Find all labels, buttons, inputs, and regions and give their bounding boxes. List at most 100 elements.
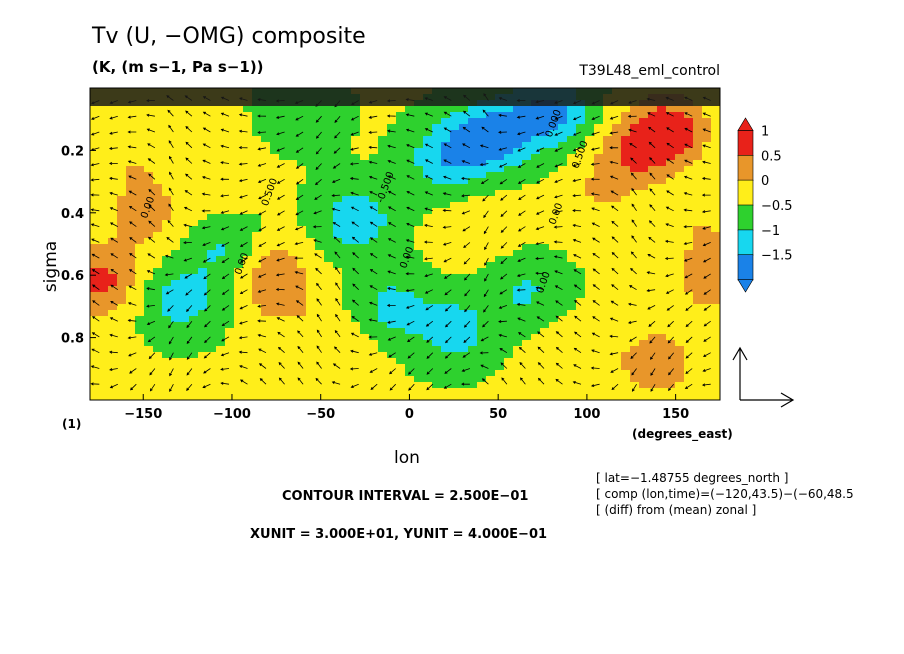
heatmap-cell [324, 172, 334, 179]
heatmap-cell [414, 118, 424, 125]
heatmap-cell [99, 376, 109, 383]
heatmap-cell [675, 304, 685, 311]
wind-vector [443, 383, 452, 389]
heatmap-cell [630, 202, 640, 209]
heatmap-cell [468, 232, 478, 239]
heatmap-cell [162, 322, 172, 329]
heatmap-cell [369, 370, 379, 377]
heatmap-cell [423, 304, 433, 311]
heatmap-cell [360, 370, 370, 377]
heatmap-cell [414, 172, 424, 179]
heatmap-cell [621, 358, 631, 365]
heatmap-cell [108, 118, 118, 125]
heatmap-cell [297, 274, 307, 281]
heatmap-cell [90, 310, 100, 317]
heatmap-cell [468, 238, 478, 245]
heatmap-cell [495, 340, 505, 347]
heatmap-cell [153, 346, 163, 353]
heatmap-cell [486, 310, 496, 317]
heatmap-cell [585, 172, 595, 179]
heatmap-cell [369, 214, 379, 221]
wind-vector [482, 109, 489, 117]
wind-vector [221, 305, 230, 311]
heatmap-cell [342, 196, 352, 203]
wind-vector [609, 160, 619, 164]
heatmap-cell [504, 268, 514, 275]
heatmap-cell [594, 346, 604, 353]
heatmap-cell [162, 190, 172, 197]
heatmap-cell [306, 178, 316, 185]
heatmap-cell [90, 208, 100, 215]
wind-vector [554, 147, 563, 152]
heatmap-cell [477, 118, 487, 125]
heatmap-cell [513, 316, 523, 323]
heatmap-cell [486, 130, 496, 137]
heatmap-cell [468, 124, 478, 131]
heatmap-cell [387, 136, 397, 143]
heatmap-cell [405, 322, 415, 329]
wind-vector [109, 207, 118, 212]
heatmap-cell [405, 358, 415, 365]
wind-vector [368, 335, 378, 339]
heatmap-cell [342, 190, 352, 197]
heatmap-cell [630, 136, 640, 143]
heatmap-cell [189, 226, 199, 233]
heatmap-cell [369, 208, 379, 215]
heatmap-cell [486, 196, 496, 203]
heatmap-cell [387, 196, 397, 203]
heatmap-cell [558, 112, 568, 119]
heatmap-cell [351, 352, 361, 359]
heatmap-cell [153, 322, 163, 329]
heatmap-cell [423, 154, 433, 161]
heatmap-cell [450, 244, 460, 251]
heatmap-cell [162, 298, 172, 305]
heatmap-cell [504, 274, 514, 281]
heatmap-cell [297, 370, 307, 377]
heatmap-cell [198, 256, 208, 263]
heatmap-cell [423, 184, 433, 191]
heatmap-cell [693, 322, 703, 329]
heatmap-cell [297, 136, 307, 143]
heatmap-cell [549, 112, 559, 119]
heatmap-cell [324, 394, 334, 400]
heatmap-cell [117, 136, 127, 143]
heatmap-cell [711, 274, 720, 281]
heatmap-cell [360, 178, 370, 185]
wind-vector [334, 115, 341, 123]
heatmap-cell [612, 166, 622, 173]
heatmap-cell [666, 238, 676, 245]
heatmap-cell [540, 250, 550, 257]
heatmap-cell [423, 238, 433, 245]
wind-vector [184, 273, 193, 279]
heatmap-cell [153, 148, 163, 155]
heatmap-cell [270, 190, 280, 197]
wind-vector [258, 226, 267, 232]
heatmap-cell [432, 106, 442, 113]
heatmap-cell [333, 310, 343, 317]
heatmap-cell [135, 292, 145, 299]
heatmap-cell [639, 388, 649, 395]
heatmap-cell [351, 178, 361, 185]
heatmap-cell [504, 304, 514, 311]
heatmap-cell [468, 208, 478, 215]
heatmap-cell [225, 340, 235, 347]
heatmap-cell [369, 172, 379, 179]
heatmap-cell [144, 154, 154, 161]
heatmap-cell [90, 226, 100, 233]
heatmap-cell [405, 214, 415, 221]
heatmap-cell [216, 166, 226, 173]
heatmap-cell [666, 340, 676, 347]
heatmap-cell [315, 244, 325, 251]
heatmap-cell [423, 172, 433, 179]
wind-vector [702, 160, 711, 164]
heatmap-cell [414, 256, 424, 263]
heatmap-cell [189, 364, 199, 371]
heatmap-cell [108, 220, 118, 227]
wind-vector [424, 143, 433, 149]
heatmap-cell [603, 388, 613, 395]
heatmap-cell [99, 130, 109, 137]
wind-vector [91, 269, 100, 275]
wind-vector [590, 366, 600, 370]
heatmap-cell [207, 376, 217, 383]
heatmap-cell [126, 376, 136, 383]
